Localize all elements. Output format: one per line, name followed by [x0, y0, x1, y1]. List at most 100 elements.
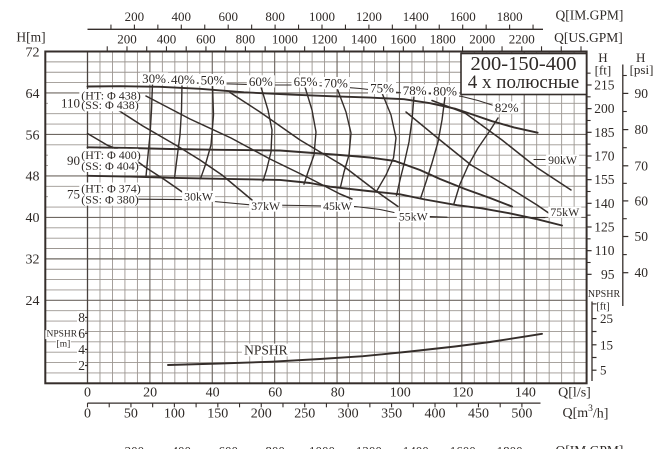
svg-text:200: 200	[125, 444, 145, 449]
svg-text:70: 70	[635, 158, 649, 173]
svg-text:NPSHR: NPSHR	[46, 330, 77, 340]
svg-text:2000: 2000	[469, 32, 495, 47]
svg-text:NPSHR: NPSHR	[588, 289, 621, 300]
svg-text:1200: 1200	[356, 9, 382, 24]
svg-text:140: 140	[594, 196, 615, 211]
svg-text:125: 125	[594, 220, 615, 235]
svg-text:56: 56	[26, 128, 40, 143]
svg-text:155: 155	[594, 172, 615, 187]
svg-text:95: 95	[601, 267, 615, 282]
svg-text:600: 600	[196, 32, 216, 47]
svg-text:2200: 2200	[509, 32, 535, 47]
svg-text:450: 450	[468, 406, 489, 421]
svg-text:32: 32	[26, 253, 40, 268]
svg-text:6: 6	[78, 326, 85, 341]
svg-text:5: 5	[600, 363, 607, 378]
svg-text:[ft]: [ft]	[595, 62, 612, 77]
svg-text:40: 40	[26, 211, 40, 226]
svg-text:60%: 60%	[249, 74, 273, 89]
svg-text:800: 800	[236, 32, 256, 47]
svg-text:75%: 75%	[370, 81, 394, 96]
svg-text:600: 600	[218, 444, 238, 449]
svg-text:1600: 1600	[450, 9, 476, 24]
svg-text:1000: 1000	[272, 32, 298, 47]
svg-text:400: 400	[157, 32, 177, 47]
svg-text:1800: 1800	[497, 444, 523, 449]
svg-text:110: 110	[61, 95, 80, 110]
svg-text:80: 80	[635, 122, 649, 137]
svg-text:350: 350	[381, 406, 402, 421]
svg-text:78%: 78%	[403, 83, 427, 98]
svg-text:500: 500	[511, 406, 532, 421]
svg-text:NPSHR: NPSHR	[244, 342, 288, 357]
svg-text:(HT: Φ 438): (HT: Φ 438)	[81, 88, 141, 102]
svg-text:Q[IM.GPM]: Q[IM.GPM]	[556, 7, 624, 22]
svg-text:1600: 1600	[390, 32, 416, 47]
svg-text:400: 400	[172, 444, 192, 449]
svg-text:0: 0	[84, 406, 91, 421]
svg-text:72: 72	[26, 45, 40, 60]
svg-text:75kW: 75kW	[550, 205, 580, 219]
svg-text:4: 4	[78, 342, 85, 357]
svg-text:40: 40	[206, 385, 220, 400]
svg-text:1200: 1200	[356, 444, 382, 449]
svg-text:200: 200	[125, 9, 145, 24]
svg-text:215: 215	[594, 78, 615, 93]
svg-text:4 х полюсные: 4 х полюсные	[468, 72, 579, 93]
svg-text:1400: 1400	[403, 444, 429, 449]
svg-text:80%: 80%	[433, 84, 457, 99]
svg-text:[psi]: [psi]	[630, 62, 654, 77]
svg-text:75: 75	[67, 187, 80, 202]
svg-text:Q[l/s]: Q[l/s]	[558, 385, 591, 400]
svg-text:50: 50	[635, 229, 649, 244]
svg-text:200: 200	[117, 32, 137, 47]
svg-text:90: 90	[67, 153, 80, 168]
svg-text:20: 20	[143, 385, 157, 400]
svg-text:65%: 65%	[294, 74, 318, 89]
svg-text:48: 48	[26, 170, 40, 185]
svg-text:[m]: [m]	[57, 340, 71, 350]
svg-text:90: 90	[635, 86, 649, 101]
svg-text:H: H	[598, 50, 607, 65]
svg-text:80: 80	[331, 385, 345, 400]
svg-text:50%: 50%	[201, 73, 225, 88]
svg-text:(SS: Φ 380): (SS: Φ 380)	[81, 193, 138, 207]
svg-text:(HT: Φ 374): (HT: Φ 374)	[81, 182, 141, 196]
svg-text:400: 400	[425, 406, 446, 421]
svg-text:1000: 1000	[309, 9, 335, 24]
svg-text:200: 200	[594, 101, 615, 116]
svg-text:150: 150	[207, 406, 228, 421]
svg-text:55kW: 55kW	[399, 210, 429, 224]
svg-text:300: 300	[338, 406, 359, 421]
svg-text:400: 400	[172, 9, 192, 24]
svg-text:110: 110	[595, 243, 615, 258]
svg-text:1400: 1400	[351, 32, 377, 47]
svg-text:2: 2	[78, 358, 85, 373]
svg-text:37kW: 37kW	[251, 199, 281, 213]
svg-text:1600: 1600	[450, 444, 476, 449]
svg-text:1800: 1800	[430, 32, 456, 47]
svg-text:(SS: Φ 438): (SS: Φ 438)	[81, 98, 138, 112]
svg-text:600: 600	[218, 9, 238, 24]
svg-text:82%: 82%	[495, 100, 519, 115]
svg-text:185: 185	[594, 125, 615, 140]
svg-text:140: 140	[515, 385, 536, 400]
svg-text:70%: 70%	[324, 76, 348, 91]
svg-text:800: 800	[265, 9, 285, 24]
svg-text:Q[m3/h]: Q[m3/h]	[563, 404, 609, 421]
svg-text:30kW: 30kW	[184, 189, 214, 203]
svg-text:60: 60	[635, 193, 649, 208]
svg-text:90kW: 90kW	[548, 153, 578, 167]
svg-text:1200: 1200	[311, 32, 337, 47]
svg-text:40%: 40%	[171, 72, 195, 87]
svg-text:H: H	[636, 50, 645, 65]
svg-text:Q[US.GPM]: Q[US.GPM]	[554, 30, 623, 45]
svg-text:120: 120	[452, 385, 473, 400]
svg-text:200-150-400: 200-150-400	[471, 53, 577, 75]
svg-text:8: 8	[78, 310, 85, 325]
svg-text:30%: 30%	[142, 71, 166, 86]
svg-text:170: 170	[594, 149, 615, 164]
svg-text:(SS: Φ 404): (SS: Φ 404)	[81, 159, 138, 173]
svg-text:45kW: 45kW	[323, 199, 353, 213]
svg-text:0: 0	[84, 385, 91, 400]
